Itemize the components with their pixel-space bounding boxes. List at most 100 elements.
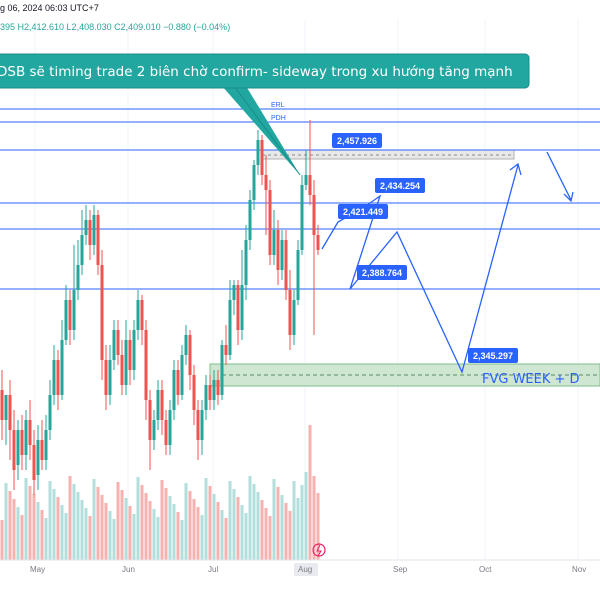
candle-body (20, 430, 24, 455)
volume-bar (112, 519, 116, 560)
candle-body (76, 265, 80, 290)
x-tick-nov: Nov (572, 565, 586, 574)
volume-bar (8, 491, 12, 560)
candle-body (280, 240, 284, 270)
volume-bar (116, 482, 120, 560)
candle-body (16, 430, 20, 465)
volume-bar (124, 498, 128, 560)
top-zone (261, 149, 515, 160)
volume-bar (164, 488, 168, 560)
x-tick-aug-badge: Aug (294, 563, 318, 576)
price-tag-text: 2,457.926 (337, 136, 377, 146)
candle-body (308, 175, 312, 195)
ohlc-header: g 06, 2024 06:03 UTC+7 395 H2,412.610 L2… (0, 3, 230, 32)
volume-bar (68, 476, 72, 560)
ohlc-date: g 06, 2024 06:03 UTC+7 (0, 3, 99, 13)
candle-body (32, 445, 36, 480)
candle-body (64, 300, 68, 340)
candle-body (208, 385, 212, 400)
volume-bar (268, 516, 272, 560)
volume-bar (192, 499, 196, 560)
volume-bar (168, 496, 172, 560)
volume-bar (280, 495, 284, 560)
candle-body (256, 140, 260, 165)
candle-body (104, 360, 108, 395)
volume-bar (200, 515, 204, 560)
x-tick-aug: Aug (298, 565, 312, 574)
candle-body (80, 235, 84, 265)
candle-body (200, 410, 204, 440)
callout[interactable]: DSB sẽ timing trade 2 biên chờ confirm- … (0, 53, 530, 176)
lightning-icon[interactable] (312, 543, 326, 557)
volume-bar (64, 513, 68, 560)
volume-bar (140, 485, 144, 560)
candle-body (48, 395, 52, 430)
candle-body (128, 340, 132, 370)
candle-body (68, 300, 72, 330)
candle-body (0, 390, 4, 420)
candle-body (248, 200, 252, 240)
price-tag-2421[interactable]: 2,421.449 (338, 204, 388, 219)
candle-body (272, 230, 276, 255)
candle-body (220, 345, 224, 395)
volume-bar (240, 505, 244, 560)
candle-body (232, 285, 236, 300)
candle-body (116, 330, 120, 355)
candle-body (240, 285, 244, 330)
volume-bar (104, 503, 108, 560)
volume-bar (308, 425, 312, 560)
candle-body (284, 240, 288, 290)
candle-body (204, 385, 208, 410)
price-tag-2388[interactable]: 2,388.764 (357, 265, 407, 280)
candle-body (244, 240, 248, 285)
fvg-zone: FVG WEEK + D (209, 363, 600, 387)
fvg-label: FVG WEEK + D (482, 372, 580, 387)
candle-body (192, 375, 196, 410)
candle-body (56, 360, 60, 395)
volume-bar (144, 493, 148, 560)
candle-body (196, 410, 200, 440)
erl-label: ERL (271, 102, 285, 109)
candle-body (300, 185, 304, 250)
volume-bar (88, 516, 92, 560)
volume-bar (80, 500, 84, 560)
volume-bar (300, 485, 304, 560)
volume-bar (256, 492, 260, 560)
volume-bar (92, 479, 96, 560)
candle-body (108, 360, 112, 395)
candle-body (24, 420, 28, 455)
callout-text: DSB sẽ timing trade 2 biên chờ confirm- … (0, 64, 513, 80)
volume-bar (292, 481, 296, 560)
volume-bar (84, 508, 88, 560)
volume-bar (220, 510, 224, 560)
volume-bar (136, 477, 140, 560)
candle-body (100, 265, 104, 360)
volume-bar (196, 507, 200, 560)
price-tag-2434[interactable]: 2,434.254 (375, 178, 425, 193)
candle-body (132, 330, 136, 370)
volume-bar (20, 515, 24, 560)
candle-body (124, 340, 128, 385)
volume-bar (244, 513, 248, 560)
volume-bar (120, 490, 124, 560)
volume-bar (224, 518, 228, 560)
volume-bar (132, 514, 136, 560)
volume-bar (48, 481, 52, 560)
volume-bar (296, 498, 300, 560)
volume-bar (172, 504, 176, 560)
projection-path (321, 151, 574, 374)
volume-bar (232, 489, 236, 560)
candle-body (160, 390, 164, 420)
volume-bar (52, 489, 56, 560)
candle-body (8, 395, 12, 430)
candle-body (292, 300, 296, 335)
volume-bar (312, 476, 316, 560)
price-tag-2345[interactable]: 2,345.297 (468, 348, 518, 363)
candle-body (260, 140, 264, 175)
volume-bar (96, 487, 100, 560)
price-tags: 2,457.926 2,434.254 2,421.449 2,388.764 … (332, 133, 518, 363)
ohlc-values: 395 H2,412.610 L2,408.030 C2,409.010 −0.… (0, 22, 230, 32)
price-tag-text: 2,421.449 (343, 207, 383, 217)
price-tag-2457[interactable]: 2,457.926 (332, 133, 382, 148)
